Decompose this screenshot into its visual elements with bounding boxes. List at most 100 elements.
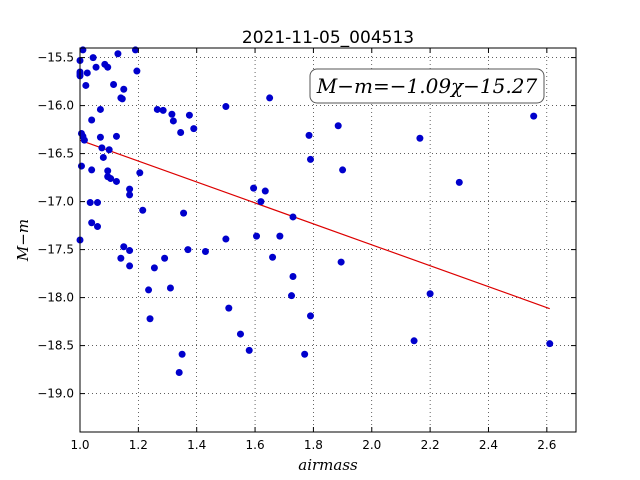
y-tick-label: −17.5 [37,243,74,257]
data-point [117,254,125,262]
grid-lines [80,48,576,432]
data-point [257,198,265,206]
data-point [306,312,314,320]
data-point [139,206,147,214]
data-point [112,132,120,140]
data-point [289,272,297,280]
x-tick-label: 1.4 [187,438,206,452]
data-point [89,54,97,62]
fit-equation: M−m=−1.09χ−15.27 [316,74,538,98]
annotation-box: M−m=−1.09χ−15.27 [309,68,545,104]
data-point [96,133,104,141]
y-tick-label: −18.5 [37,339,74,353]
data-point [136,169,144,177]
x-tick-labels: 1.0 1.2 1.4 1.6 1.8 2.0 2.2 2.4 2.6 [70,438,556,452]
data-point [88,116,96,124]
data-point [455,178,463,186]
data-point [546,340,554,348]
data-point [253,232,261,240]
data-point [159,106,167,114]
x-tick-label: 1.2 [129,438,148,452]
data-point [201,248,209,256]
data-point [225,304,233,312]
axis-ticks [79,48,576,432]
data-point [190,125,198,133]
data-point [99,153,107,161]
data-point [236,330,244,338]
data-point [86,199,94,207]
data-point [94,199,102,207]
data-point [175,368,183,376]
data-point [334,122,342,130]
data-point [184,246,192,254]
data-point [83,69,91,77]
data-point [98,144,106,152]
data-point [88,166,96,174]
data-point [80,136,88,144]
data-point [269,253,277,261]
x-tick-label: 2.4 [479,438,498,452]
x-axis-label: airmass [298,456,358,474]
data-point [301,350,309,358]
y-tick-label: −15.5 [37,51,74,65]
data-point [177,128,185,136]
data-point [126,247,134,255]
data-point [104,167,112,175]
data-point [161,254,169,262]
data-point [77,162,85,170]
data-point [250,184,258,192]
y-tick-label: −19.0 [37,387,74,401]
data-point [153,105,161,113]
data-point [276,232,284,240]
data-point [410,337,418,345]
data-point [288,292,296,300]
y-tick-label: −18.0 [37,291,74,305]
data-point [169,117,177,125]
data-point [145,286,153,294]
data-point [180,209,188,217]
data-point [337,258,345,266]
data-point [114,50,122,58]
plot-frame [79,47,577,433]
data-point [266,94,274,102]
data-point [306,155,314,163]
data-point [245,346,253,354]
data-point [107,175,115,183]
data-point [150,264,158,272]
data-point [222,235,230,243]
data-point [126,262,134,270]
data-point [105,146,113,154]
data-point [289,213,297,221]
x-tick-label: 2.6 [537,438,556,452]
data-point [82,81,90,89]
data-point [94,223,102,231]
x-tick-label: 2.0 [362,438,381,452]
fit-line [79,139,550,310]
data-point [178,350,186,358]
x-tick-label: 1.8 [304,438,323,452]
data-point [110,80,118,88]
data-point [92,63,100,71]
y-tick-label: −16.0 [37,99,74,113]
data-point [120,85,128,93]
data-point [118,95,126,103]
x-tick-label: 1.0 [70,438,89,452]
data-point [126,191,134,199]
data-point [112,177,120,185]
data-point [88,219,96,227]
data-point [339,166,347,174]
x-tick-label: 2.2 [421,438,440,452]
data-point [96,105,104,113]
data-point [185,111,193,119]
data-point [104,63,112,71]
data-point [146,315,154,323]
data-point [416,134,424,142]
fit-line-group [79,139,550,310]
data-point [426,290,434,298]
y-tick-label: −16.5 [37,147,74,161]
data-point [166,284,174,292]
data-point [133,67,141,75]
data-point [120,243,128,251]
data-point [222,103,230,111]
